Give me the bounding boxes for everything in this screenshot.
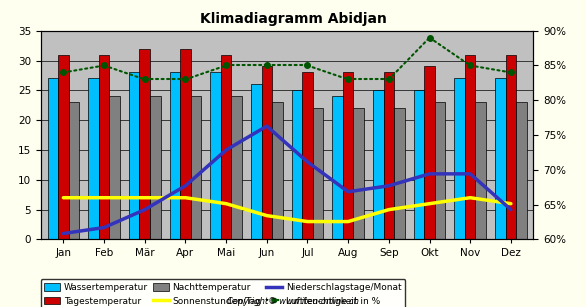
Bar	[180, 49, 190, 239]
Bar	[332, 96, 343, 239]
Bar	[139, 49, 150, 239]
Bar	[384, 72, 394, 239]
Bar	[169, 72, 180, 239]
Bar	[110, 96, 120, 239]
Text: Copyright© www.iten-online.ch: Copyright© www.iten-online.ch	[227, 297, 359, 306]
Bar	[424, 67, 435, 239]
Bar	[88, 78, 99, 239]
Bar	[150, 96, 161, 239]
Bar	[190, 96, 202, 239]
Legend: Wassertemperatur, Tagestemperatur, Nachttemperatur, Sonnenstunden/Tag, Niedersch: Wassertemperatur, Tagestemperatur, Nacht…	[40, 279, 406, 307]
Bar	[99, 55, 110, 239]
Bar	[516, 102, 527, 239]
Bar	[292, 90, 302, 239]
Bar	[261, 67, 272, 239]
Bar	[343, 72, 353, 239]
Bar	[231, 96, 242, 239]
Bar	[47, 78, 58, 239]
Bar	[353, 108, 364, 239]
Bar	[313, 108, 323, 239]
Bar	[495, 78, 506, 239]
Bar	[394, 108, 405, 239]
Bar	[465, 55, 475, 239]
Bar	[414, 90, 424, 239]
Bar	[221, 55, 231, 239]
Bar	[302, 72, 313, 239]
Text: Klimadiagramm Abidjan: Klimadiagramm Abidjan	[200, 12, 386, 26]
Bar	[58, 55, 69, 239]
Bar	[475, 102, 486, 239]
Bar	[272, 102, 282, 239]
Bar	[435, 102, 445, 239]
Bar	[373, 90, 384, 239]
Bar	[69, 102, 79, 239]
Bar	[454, 78, 465, 239]
Bar	[251, 84, 261, 239]
Bar	[506, 55, 516, 239]
Bar	[129, 72, 139, 239]
Bar	[210, 72, 221, 239]
